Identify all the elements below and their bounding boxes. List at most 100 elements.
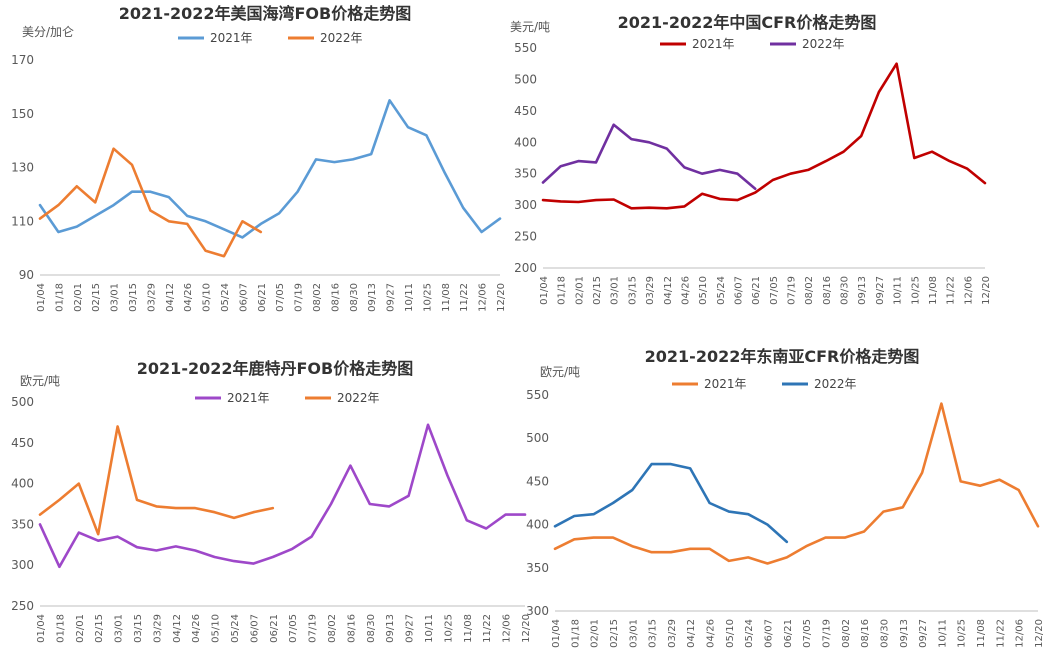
y-tick-label: 300 [11, 558, 34, 572]
x-tick-label: 02/15 [592, 276, 603, 305]
x-tick-label: 06/21 [751, 276, 762, 305]
legend-label: 2022年 [814, 377, 857, 391]
x-tick-label: 03/15 [648, 619, 659, 648]
x-tick-label: 08/30 [879, 619, 890, 648]
x-tick-label: 12/20 [521, 614, 532, 643]
y-axis-unit: 欧元/吨 [540, 365, 580, 379]
legend-label: 2021年 [692, 37, 735, 51]
x-tick-label: 10/25 [910, 276, 921, 305]
x-tick-label: 12/06 [1015, 619, 1026, 648]
series-line [38, 423, 527, 569]
x-tick-label: 04/26 [183, 283, 194, 312]
x-tick-label: 03/01 [110, 283, 121, 312]
y-tick-label: 350 [526, 561, 549, 575]
x-tick-label: 10/25 [443, 614, 454, 643]
x-tick-label: 06/21 [269, 614, 280, 643]
y-tick-label: 400 [514, 135, 537, 149]
x-tick-label: 11/22 [946, 276, 957, 305]
x-tick-label: 08/30 [349, 283, 360, 312]
y-tick-label: 110 [11, 214, 34, 228]
x-tick-label: 06/07 [249, 614, 260, 643]
y-tick-label: 300 [526, 604, 549, 618]
x-tick-label: 07/05 [769, 276, 780, 305]
x-tick-label: 07/05 [802, 619, 813, 648]
y-axis-unit: 美元/吨 [510, 20, 550, 34]
x-tick-label: 08/16 [822, 276, 833, 305]
x-tick-label: 02/15 [609, 619, 620, 648]
x-tick-label: 07/19 [821, 619, 832, 648]
y-tick-label: 500 [526, 431, 549, 445]
x-tick-label: 02/15 [91, 283, 102, 312]
x-tick-label: 03/29 [146, 283, 157, 312]
x-tick-label: 05/10 [202, 283, 213, 312]
x-tick-label: 09/13 [385, 614, 396, 643]
x-tick-label: 06/21 [257, 283, 268, 312]
x-tick-label: 07/05 [275, 283, 286, 312]
x-tick-label: 05/24 [716, 276, 727, 305]
x-tick-label: 11/22 [482, 614, 493, 643]
x-tick-label: 08/30 [840, 276, 851, 305]
x-tick-label: 10/25 [422, 283, 433, 312]
x-tick-label: 12/20 [1034, 619, 1045, 648]
x-tick-label: 12/20 [496, 283, 507, 312]
x-tick-label: 09/27 [386, 283, 397, 312]
x-tick-label: 06/07 [733, 276, 744, 305]
x-tick-label: 09/13 [857, 276, 868, 305]
y-tick-label: 450 [11, 436, 34, 450]
y-tick-label: 400 [526, 518, 549, 532]
x-tick-label: 07/19 [308, 614, 319, 643]
x-tick-label: 09/13 [899, 619, 910, 648]
legend-label: 2021年 [210, 31, 253, 45]
x-tick-label: 03/29 [667, 619, 678, 648]
chart-title: 2021-2022年东南亚CFR价格走势图 [645, 347, 920, 366]
y-tick-label: 450 [514, 104, 537, 118]
y-tick-label: 400 [11, 477, 34, 491]
x-tick-label: 10/11 [424, 614, 435, 643]
x-tick-label: 05/24 [230, 614, 241, 643]
x-tick-label: 05/10 [211, 614, 222, 643]
y-tick-label: 500 [514, 72, 537, 86]
y-tick-label: 250 [514, 230, 537, 244]
x-tick-label: 08/16 [330, 283, 341, 312]
x-tick-label: 11/08 [976, 619, 987, 648]
x-tick-label: 09/27 [405, 614, 416, 643]
x-tick-label: 01/18 [570, 619, 581, 648]
legend-label: 2022年 [320, 31, 363, 45]
legend-label: 2021年 [227, 391, 270, 405]
series-line [541, 123, 757, 191]
x-tick-label: 10/11 [404, 283, 415, 312]
y-tick-label: 500 [11, 395, 34, 409]
x-tick-label: 11/22 [995, 619, 1006, 648]
x-tick-label: 04/12 [165, 283, 176, 312]
chart-title: 2021-2022年鹿特丹FOB价格走势图 [137, 359, 413, 378]
x-tick-label: 01/04 [551, 619, 562, 648]
y-tick-label: 450 [526, 474, 549, 488]
series-line [553, 462, 789, 544]
y-tick-label: 300 [514, 198, 537, 212]
x-tick-label: 02/01 [73, 283, 84, 312]
x-tick-label: 06/07 [764, 619, 775, 648]
x-tick-label: 02/01 [574, 276, 585, 305]
x-tick-label: 08/02 [312, 283, 323, 312]
x-tick-label: 05/10 [698, 276, 709, 305]
x-tick-label: 10/11 [937, 619, 948, 648]
y-tick-label: 350 [514, 167, 537, 181]
y-tick-label: 350 [11, 517, 34, 531]
x-tick-label: 08/02 [841, 619, 852, 648]
x-tick-label: 08/16 [346, 614, 357, 643]
x-tick-label: 03/15 [128, 283, 139, 312]
x-tick-label: 11/08 [928, 276, 939, 305]
x-tick-label: 01/04 [539, 276, 550, 305]
x-tick-label: 04/26 [680, 276, 691, 305]
y-tick-label: 200 [514, 261, 537, 275]
x-tick-label: 09/27 [918, 619, 929, 648]
series-line [38, 147, 263, 258]
x-tick-label: 08/02 [327, 614, 338, 643]
x-tick-label: 05/24 [220, 283, 231, 312]
x-tick-label: 01/04 [36, 614, 47, 643]
x-tick-label: 08/30 [366, 614, 377, 643]
chart-2: 2021-2022年中国CFR价格走势图 美元/吨 2021年 2022年 200 250… [510, 13, 992, 305]
